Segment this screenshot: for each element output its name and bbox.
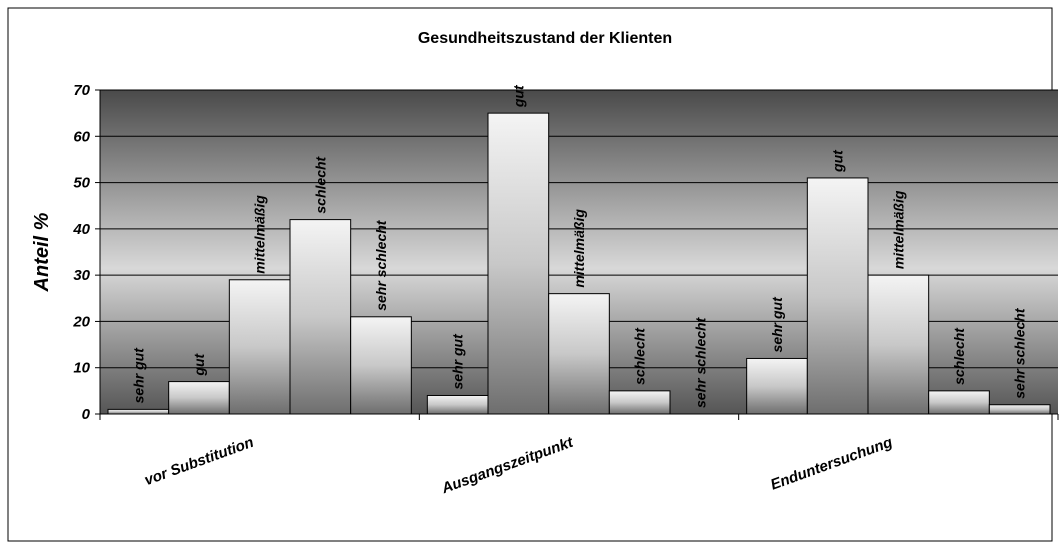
bar <box>806 177 869 415</box>
y-tick-label: 60 <box>73 128 90 145</box>
bar <box>608 390 671 415</box>
y-tick-label: 10 <box>73 360 90 377</box>
y-tick-label: 30 <box>73 267 90 284</box>
bar <box>548 293 610 415</box>
data-label: sehr gut <box>450 333 466 390</box>
data-label: gut <box>510 84 526 108</box>
bar <box>746 357 808 415</box>
bar <box>289 219 352 415</box>
bar <box>426 394 489 415</box>
bar <box>107 408 170 415</box>
data-label: mittelmäßig <box>890 190 906 269</box>
data-label: mittelmäßig <box>252 195 268 274</box>
bar <box>867 274 930 415</box>
bar <box>928 390 990 415</box>
bar <box>228 279 291 415</box>
data-label: sehr gut <box>130 347 146 404</box>
chart-title: Gesundheitszustand der Klienten <box>418 30 672 47</box>
data-label: sehr schlecht <box>1012 307 1028 399</box>
y-tick-label: 20 <box>72 313 90 330</box>
data-label: sehr schlecht <box>373 219 389 311</box>
data-label: schlecht <box>951 327 967 385</box>
bar <box>988 404 1051 415</box>
data-label: gut <box>830 149 846 173</box>
y-tick-label: 40 <box>72 221 90 238</box>
data-label: gut <box>191 352 207 376</box>
y-tick-label: 70 <box>73 82 90 99</box>
data-label: schlecht <box>312 155 328 213</box>
y-tick-label: 0 <box>82 406 91 423</box>
bar <box>350 316 412 415</box>
data-label: mittelmäßig <box>571 209 587 288</box>
y-tick-label: 50 <box>73 175 90 192</box>
data-label: sehr gut <box>769 296 785 353</box>
data-label: schlecht <box>632 327 648 385</box>
bar <box>487 112 550 415</box>
data-label: sehr schlecht <box>692 316 708 408</box>
y-axis-label: Anteil % <box>31 212 53 292</box>
bar <box>168 381 230 415</box>
